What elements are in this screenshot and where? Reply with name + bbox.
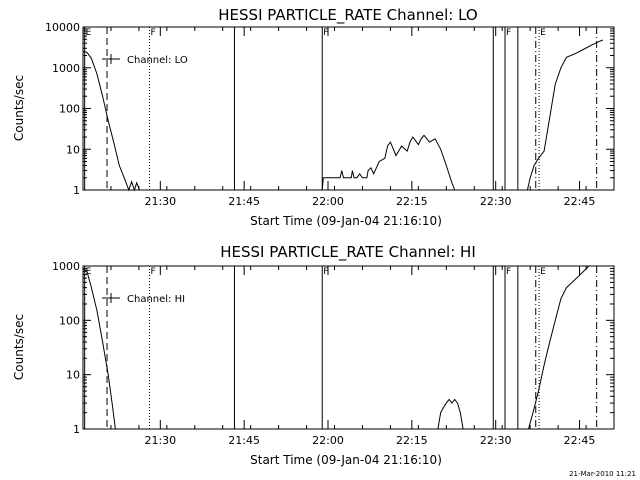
panel-hi-series bbox=[82, 265, 600, 430]
count-rate-trace bbox=[528, 265, 600, 430]
y-tick-label: 100 bbox=[59, 314, 80, 327]
count-rate-trace bbox=[82, 51, 140, 192]
panel-lo-ylabel: Counts/sec bbox=[12, 75, 26, 141]
x-tick-label: 22:30 bbox=[480, 434, 512, 447]
count-rate-trace bbox=[82, 268, 116, 430]
x-tick-label: 22:45 bbox=[564, 195, 596, 208]
x-tick-label: 22:30 bbox=[480, 195, 512, 208]
legend-label-hi: Channel: HI bbox=[127, 294, 185, 305]
event-marker-label: F bbox=[323, 28, 328, 38]
panel-lo-x-ticks: 21:30 21:45 22:00 22:15 22:30 22:45 bbox=[82, 27, 615, 208]
panel-hi-ylabel: Counts/sec bbox=[12, 314, 26, 380]
x-tick-label: 22:00 bbox=[312, 434, 344, 447]
y-tick-label: 10 bbox=[66, 369, 80, 382]
x-tick-label: 21:45 bbox=[228, 195, 260, 208]
x-tick-label: 22:00 bbox=[312, 195, 344, 208]
event-marker-label: E bbox=[86, 28, 92, 38]
x-tick-label: 22:45 bbox=[564, 434, 596, 447]
timestamp: 21-Mar-2010 11:21 bbox=[569, 470, 636, 478]
event-marker-label: E bbox=[540, 28, 546, 38]
event-marker-label: F bbox=[151, 28, 156, 38]
x-tick-label: 22:15 bbox=[396, 434, 428, 447]
y-tick-label: 1000 bbox=[52, 62, 80, 75]
count-rate-trace bbox=[321, 134, 456, 191]
y-tick-label: 1 bbox=[73, 423, 80, 436]
event-marker-label: E bbox=[86, 267, 92, 277]
panel-lo-y-ticks: 1 10 100 1000 10000 bbox=[45, 21, 614, 197]
panel-lo-series bbox=[82, 39, 603, 192]
panel-hi-y-ticks: 1 10 100 1000 bbox=[52, 260, 614, 436]
x-tick-label: 21:30 bbox=[144, 434, 176, 447]
event-marker-label: F bbox=[151, 267, 156, 277]
event-marker-label: F bbox=[506, 267, 511, 277]
y-tick-label: 10000 bbox=[45, 21, 80, 34]
event-marker-label: F bbox=[506, 28, 511, 38]
y-tick-label: 100 bbox=[59, 103, 80, 116]
panel-hi-frame bbox=[82, 265, 615, 430]
panel-hi-xlabel: Start Time (09-Jan-04 21:16:10) bbox=[250, 453, 442, 467]
event-marker-label: E bbox=[540, 267, 546, 277]
panel-lo-xlabel: Start Time (09-Jan-04 21:16:10) bbox=[250, 214, 442, 228]
count-rate-trace bbox=[437, 398, 464, 430]
panel-hi-legend: Channel: HI bbox=[102, 293, 185, 305]
x-tick-label: 21:30 bbox=[144, 195, 176, 208]
panel-lo-legend: Channel: LO bbox=[102, 54, 188, 66]
panel-hi-title: HESSI PARTICLE_RATE Channel: HI bbox=[220, 243, 476, 262]
y-tick-label: 10 bbox=[66, 143, 80, 156]
y-tick-label: 1 bbox=[73, 184, 80, 197]
panel-lo-title: HESSI PARTICLE_RATE Channel: LO bbox=[218, 6, 477, 25]
x-tick-label: 22:15 bbox=[396, 195, 428, 208]
y-tick-label: 1000 bbox=[52, 260, 80, 273]
panel-hi-x-ticks: 21:30 21:45 22:00 22:15 22:30 22:45 bbox=[82, 266, 615, 447]
event-marker-label: F bbox=[323, 267, 328, 277]
legend-label-lo: Channel: LO bbox=[127, 55, 188, 66]
count-rate-trace bbox=[526, 39, 603, 191]
x-tick-label: 21:45 bbox=[228, 434, 260, 447]
